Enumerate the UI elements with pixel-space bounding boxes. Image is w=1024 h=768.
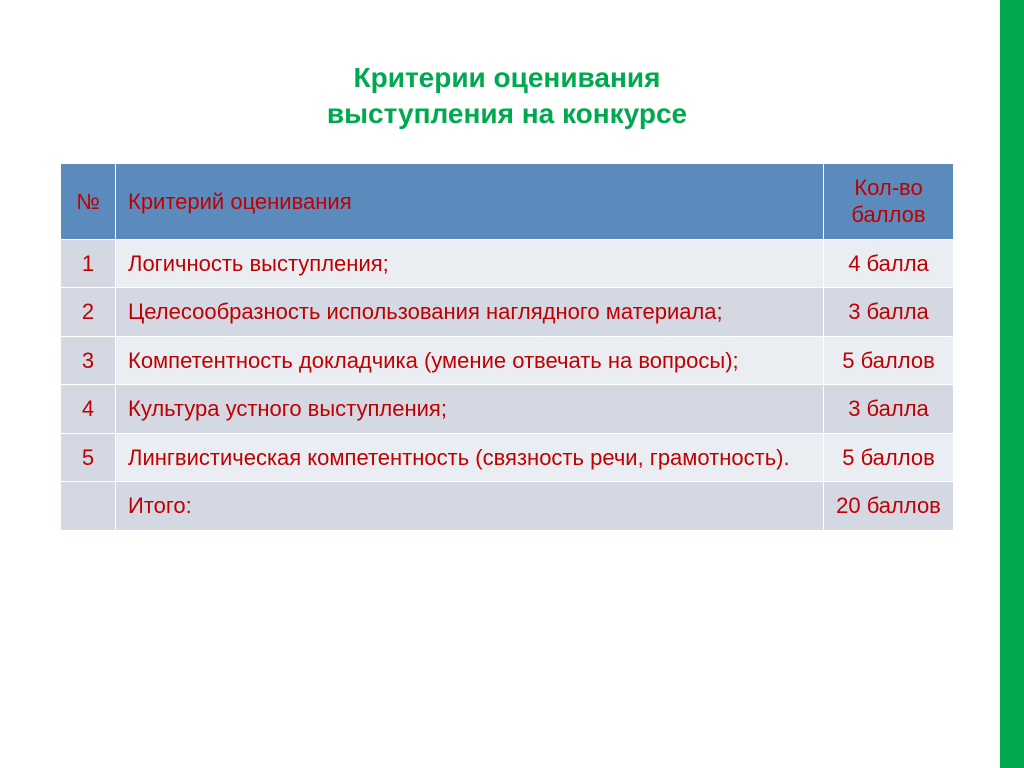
title-line-1: Критерии оценивания xyxy=(354,62,661,93)
accent-side-bar xyxy=(1000,0,1024,768)
cell-num-empty xyxy=(61,482,116,531)
cell-points: 3 балла xyxy=(824,385,954,434)
table-row: 3 Компетентность докладчика (умение отве… xyxy=(61,336,954,385)
cell-criteria: Лингвистическая компетентность (связност… xyxy=(116,433,824,482)
title-line-2: выступления на конкурсе xyxy=(327,98,687,129)
header-criteria: Критерий оценивания xyxy=(116,163,824,239)
header-num: № xyxy=(61,163,116,239)
cell-criteria: Логичность выступления; xyxy=(116,239,824,288)
cell-criteria: Компетентность докладчика (умение отвеча… xyxy=(116,336,824,385)
cell-num: 3 xyxy=(61,336,116,385)
cell-num: 1 xyxy=(61,239,116,288)
cell-num: 5 xyxy=(61,433,116,482)
cell-points: 5 баллов xyxy=(824,336,954,385)
cell-points: 4 балла xyxy=(824,239,954,288)
header-points: Кол-во баллов xyxy=(824,163,954,239)
criteria-table: № Критерий оценивания Кол-во баллов 1 Ло… xyxy=(60,163,954,531)
table-total-row: Итого: 20 баллов xyxy=(61,482,954,531)
slide-title: Критерии оценивания выступления на конку… xyxy=(60,60,954,133)
table-header-row: № Критерий оценивания Кол-во баллов xyxy=(61,163,954,239)
cell-points: 3 балла xyxy=(824,288,954,337)
table-row: 4 Культура устного выступления; 3 балла xyxy=(61,385,954,434)
table-row: 5 Лингвистическая компетентность (связно… xyxy=(61,433,954,482)
cell-criteria: Целесообразность использования наглядног… xyxy=(116,288,824,337)
slide-content: Критерии оценивания выступления на конку… xyxy=(0,0,1024,531)
table-row: 2 Целесообразность использования наглядн… xyxy=(61,288,954,337)
cell-criteria: Культура устного выступления; xyxy=(116,385,824,434)
cell-points: 5 баллов xyxy=(824,433,954,482)
cell-num: 4 xyxy=(61,385,116,434)
cell-total-label: Итого: xyxy=(116,482,824,531)
table-row: 1 Логичность выступления; 4 балла xyxy=(61,239,954,288)
cell-num: 2 xyxy=(61,288,116,337)
cell-total-points: 20 баллов xyxy=(824,482,954,531)
